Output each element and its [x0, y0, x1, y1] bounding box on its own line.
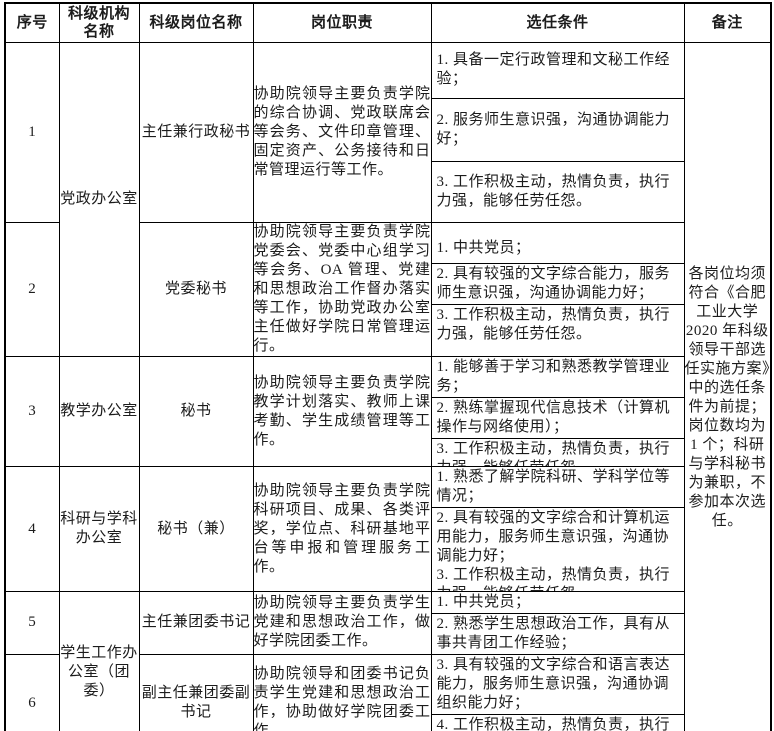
condition-item: 1. 能够善于学习和熟悉教学管理业务； — [432, 358, 683, 398]
condition-item: 2. 服务师生意识强，沟通协调能力好； — [432, 99, 683, 162]
condition-item: 1. 具备一定行政管理和文秘工作经验； — [432, 44, 683, 99]
cell-conditions-3: 1. 能够善于学习和熟悉教学管理业务； 2. 熟练掌握现代信息技术（计算机操作与… — [430, 356, 685, 467]
cell-post-6: 副主任兼团委副书记 — [138, 653, 254, 731]
cell-no-5: 5 — [4, 591, 60, 655]
cell-duty-1: 协助院领导主要负责学院的综合协调、党政联席会等会务、文件印章管理、固定资产、公务… — [252, 42, 432, 223]
condition-item: 3. 工作积极主动，热情负责，执行力强，能够任劳任怨。 — [436, 441, 671, 466]
cell-conditions-5-6: 1. 中共党员； 2. 熟悉学生思想政治工作，具有从事共青团工作经验； 3. 具… — [430, 591, 685, 731]
cell-org-student-office: 学生工作办公室（团委） — [58, 591, 140, 731]
condition-item: 3. 工作积极主动，热情负责，执行力强，能够任劳任怨。 — [436, 567, 671, 591]
cell-conditions-1: 1. 具备一定行政管理和文秘工作经验； 2. 服务师生意识强，沟通协调能力好； … — [430, 42, 685, 223]
header-col-remark: 备注 — [683, 2, 772, 43]
table-row-6: 6 副主任兼团委副书记 协助院领导和团委书记负责学生党建和思想政治工作，协助做好… — [4, 653, 771, 731]
condition-item: 3. 工作积极主动，热情负责，执行力强，能够任劳任怨。 — [436, 307, 671, 342]
condition-item: 1. 中共党员； — [432, 592, 683, 614]
cell-no-6: 6 — [4, 653, 60, 731]
cell-no-3: 3 — [4, 356, 60, 467]
header-row: 序号 科级机构名称 科级岗位名称 岗位职责 选任条件 备注 — [4, 2, 772, 43]
cell-post-2: 党委秘书 — [138, 222, 254, 357]
cell-no-2: 2 — [4, 222, 60, 357]
condition-item: 3. 工作积极主动，热情负责，执行力强，能够任劳任怨。 — [436, 173, 671, 209]
cell-conditions-4: 1. 熟悉了解学院科研、学科学位等情况； 2. 具有较强的文字综合和计算机运用能… — [430, 466, 685, 592]
cell-duty-3: 协助院领导主要负责学院教学计划落实、教师上课考勤、学生成绩管理等工作。 — [252, 356, 432, 467]
conditions-stack-1: 1. 具备一定行政管理和文秘工作经验； 2. 服务师生意识强，沟通协调能力好； … — [432, 44, 683, 222]
table-row-1: 1 党政办公室 主任兼行政秘书 协助院领导主要负责学院的综合协调、党政联席会等会… — [4, 42, 772, 731]
cell-org-research-office: 科研与学科办公室 — [58, 466, 140, 592]
table-row-4: 4 科研与学科办公室 秘书（兼） 协助院领导主要负责学院科研项目、成果、各类评奖… — [4, 466, 771, 592]
cell-post-3: 秘书 — [138, 356, 254, 467]
conditions-stack-3: 1. 能够善于学习和熟悉教学管理业务； 2. 熟练掌握现代信息技术（计算机操作与… — [432, 358, 683, 466]
header-col-duty: 岗位职责 — [252, 2, 432, 43]
condition-item: 3. 具有较强的文字综合和语言表达能力，服务师生意识强，沟通协调组织能力好； — [432, 655, 683, 715]
cell-no-4: 4 — [4, 466, 60, 592]
cell-duty-4: 协助院领导主要负责学院科研项目、成果、各类评奖，学位点、科研基地平台等申报和管理… — [252, 466, 432, 592]
cell-duty-5: 协助院领导主要负责学生党建和思想政治工作，做好学院团委工作。 — [252, 591, 432, 655]
condition-item: 1. 中共党员； — [432, 234, 683, 264]
conditions-stack-4: 1. 熟悉了解学院科研、学科学位等情况； 2. 具有较强的文字综合和计算机运用能… — [432, 468, 683, 591]
condition-item: 1. 熟悉了解学院科研、学科学位等情况； — [432, 468, 683, 508]
condition-item-group: 2. 具有较强的文字综合和计算机运用能力，服务师生意识强，沟通协调能力好； 3.… — [432, 508, 683, 591]
condition-item: 4. 工作积极主动，热情负责，执行力强，能够任劳任怨。 — [436, 717, 671, 731]
header-col-conditions: 选任条件 — [430, 2, 685, 43]
condition-item: 2. 具有较强的文字综合和计算机运用能力，服务师生意识强，沟通协调能力好； — [436, 510, 671, 564]
conditions-stack-5-6: 1. 中共党员； 2. 熟悉学生思想政治工作，具有从事共青团工作经验； 3. 具… — [432, 592, 683, 731]
cell-remark: 各岗位均须符合《合肥工业大学 2020 年科级领导干部选任实施方案》中的选任条件… — [683, 42, 772, 731]
cell-conditions-2: 1. 中共党员； 2. 具有较强的文字综合能力，服务师生意识强，沟通协调能力好；… — [430, 222, 685, 357]
header-col-post: 科级岗位名称 — [138, 2, 254, 43]
cell-org-dangzheng-office: 党政办公室 — [58, 42, 140, 357]
position-selection-table: 序号 科级机构名称 科级岗位名称 岗位职责 选任条件 备注 1 党政办公室 主任… — [4, 2, 772, 731]
cell-org-teaching-office: 教学办公室 — [58, 356, 140, 467]
header-col-org: 科级机构名称 — [58, 2, 140, 43]
cell-post-5: 主任兼团委书记 — [138, 591, 254, 655]
cell-duty-2: 协助院领导主要负责学院党委会、党委中心组学习等会务、OA 管理、党建和思想政治工… — [252, 222, 432, 357]
table-row-3: 3 教学办公室 秘书 协助院领导主要负责学院教学计划落实、教师上课考勤、学生成绩… — [4, 356, 771, 467]
table-row-5: 5 学生工作办公室（团委） 主任兼团委书记 协助院领导主要负责学生党建和思想政治… — [4, 591, 771, 731]
condition-item: 2. 具有较强的文字综合能力，服务师生意识强，沟通协调能力好； — [432, 264, 683, 305]
conditions-stack-2: 1. 中共党员； 2. 具有较强的文字综合能力，服务师生意识强，沟通协调能力好；… — [432, 234, 683, 345]
condition-item: 2. 熟悉学生思想政治工作，具有从事共青团工作经验； — [432, 614, 683, 655]
header-col-no: 序号 — [4, 2, 60, 43]
cell-duty-6: 协助院领导和团委书记负责学生党建和思想政治工作，协助做好学院团委工作。 — [252, 653, 432, 731]
cell-no-1: 1 — [4, 42, 60, 223]
table-row-2: 2 党委秘书 协助院领导主要负责学院党委会、党委中心组学习等会务、OA 管理、党… — [4, 222, 771, 357]
cell-post-1: 主任兼行政秘书 — [138, 42, 254, 223]
condition-item: 2. 熟练掌握现代信息技术（计算机操作与网络使用）； — [432, 398, 683, 439]
cell-post-4: 秘书（兼） — [138, 466, 254, 592]
